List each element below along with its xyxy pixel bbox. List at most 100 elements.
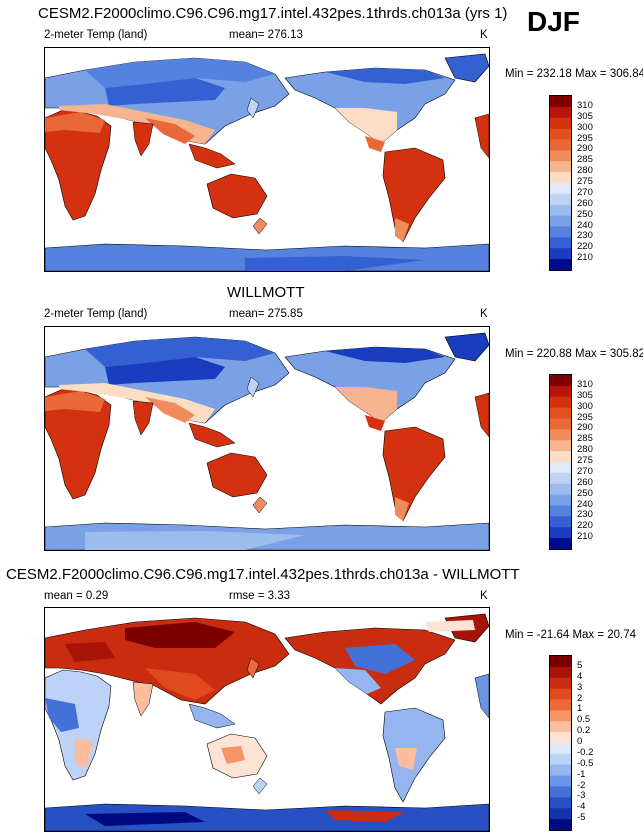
colorbar-swatch xyxy=(550,150,571,162)
panel2-map xyxy=(44,326,490,551)
panel1-mean-label: mean= 276.13 xyxy=(229,29,303,41)
colorbar-tick-label: 290 xyxy=(577,143,593,155)
colorbar-swatch xyxy=(550,819,571,831)
panel3-map xyxy=(44,607,490,832)
colorbar-tick-label: -5 xyxy=(577,812,586,824)
colorbar-swatch xyxy=(550,710,571,722)
colorbar-swatch xyxy=(550,462,571,474)
colorbar-swatch xyxy=(550,226,571,238)
colorbar-swatch xyxy=(550,775,571,787)
colorbar-swatch xyxy=(550,721,571,733)
colorbar-tick-label: 5 xyxy=(577,659,583,671)
colorbar-tick-label: 230 xyxy=(577,230,593,242)
colorbar-tick-label: -4 xyxy=(577,801,586,813)
colorbar-swatch xyxy=(550,259,571,271)
colorbar-swatch xyxy=(550,96,571,108)
panel3-minmax-label: Min = -21.64 Max = 20.74 xyxy=(505,629,637,641)
colorbar-swatch xyxy=(550,418,571,430)
colorbar-swatch xyxy=(550,172,571,184)
colorbar-swatch xyxy=(550,193,571,206)
colorbar-swatch xyxy=(550,743,571,755)
colorbar-tick-label: 280 xyxy=(577,444,593,456)
colorbar-swatch xyxy=(550,204,571,217)
colorbar-tick-label: 275 xyxy=(577,176,593,187)
colorbar-tick-label: 0.5 xyxy=(577,714,591,726)
panel3-colorbar-svg xyxy=(550,656,571,831)
colorbar-tick-label: 285 xyxy=(577,154,593,166)
colorbar-tick-label: 295 xyxy=(577,411,593,423)
panel2-mean-label: mean= 275.85 xyxy=(229,308,303,320)
colorbar-swatch xyxy=(550,139,571,151)
panel3-mean-label: mean = 0.29 xyxy=(44,590,109,602)
colorbar-tick-label: 305 xyxy=(577,389,593,401)
colorbar-tick-label: 230 xyxy=(577,509,593,521)
colorbar-swatch xyxy=(550,375,571,387)
colorbar-tick-label: 285 xyxy=(577,433,593,445)
panel1-variable-label: 2-meter Temp (land) xyxy=(44,29,148,41)
colorbar-tick-label: 300 xyxy=(577,121,593,133)
panel3-colorbar xyxy=(549,655,572,831)
colorbar-swatch xyxy=(550,699,571,711)
colorbar-tick-label: 270 xyxy=(577,465,593,477)
colorbar-swatch xyxy=(550,494,571,506)
season-label: DJF xyxy=(527,6,580,37)
colorbar-tick-label: 275 xyxy=(577,455,593,466)
colorbar-swatch xyxy=(550,527,571,539)
panel2-colorbar xyxy=(549,374,572,550)
colorbar-swatch xyxy=(550,128,571,140)
colorbar-swatch xyxy=(550,677,571,690)
colorbar-tick-label: 0.2 xyxy=(577,725,591,737)
panel3-units-label: K xyxy=(480,590,488,602)
panel2-units-label: K xyxy=(480,308,488,320)
colorbar-tick-label: 260 xyxy=(577,197,593,209)
colorbar-swatch xyxy=(550,106,571,119)
colorbar-swatch xyxy=(550,797,571,809)
colorbar-tick-label: -2 xyxy=(577,779,586,791)
colorbar-swatch xyxy=(550,786,571,798)
colorbar-swatch xyxy=(550,237,571,249)
colorbar-tick-label: 1 xyxy=(577,703,583,715)
colorbar-swatch xyxy=(550,516,571,528)
colorbar-swatch xyxy=(550,440,571,452)
colorbar-tick-label: 3 xyxy=(577,681,583,693)
colorbar-swatch xyxy=(550,666,571,679)
colorbar-tick-label: 210 xyxy=(577,531,593,543)
colorbar-tick-label: 310 xyxy=(577,378,593,390)
colorbar-tick-label: 280 xyxy=(577,165,593,177)
panel3-map-svg xyxy=(45,613,489,831)
colorbar-swatch xyxy=(550,505,571,517)
panel2-variable-label: 2-meter Temp (land) xyxy=(44,308,148,320)
panel1-map xyxy=(44,47,490,272)
colorbar-tick-label: 210 xyxy=(577,252,593,264)
colorbar-tick-label: -1 xyxy=(577,768,586,780)
colorbar-tick-label: 0 xyxy=(577,736,583,747)
colorbar-tick-label: -0.5 xyxy=(577,757,594,769)
panel3-rmse-label: rmse = 3.33 xyxy=(229,590,291,602)
panel1-title: CESM2.F2000climo.C96.C96.mg17.intel.432p… xyxy=(38,5,508,22)
colorbar-swatch xyxy=(550,161,571,173)
colorbar-swatch xyxy=(550,483,571,496)
colorbar-swatch xyxy=(550,117,571,130)
panel2-colorbar-svg xyxy=(550,375,571,550)
colorbar-tick-label: -3 xyxy=(577,790,586,802)
colorbar-swatch xyxy=(550,732,571,744)
colorbar-tick-label: 2 xyxy=(577,692,583,704)
colorbar-swatch xyxy=(550,472,571,485)
colorbar-tick-label: 310 xyxy=(577,99,593,111)
panel1-minmax-label: Min = 232.18 Max = 306.84 xyxy=(505,68,643,80)
colorbar-swatch xyxy=(550,451,571,463)
panel1-map-svg xyxy=(45,53,489,271)
panel1-colorbar-svg xyxy=(550,96,571,271)
colorbar-swatch xyxy=(550,385,571,398)
colorbar-swatch xyxy=(550,688,571,700)
colorbar-tick-label: 270 xyxy=(577,186,593,198)
colorbar-tick-label: 250 xyxy=(577,208,593,220)
colorbar-tick-label: 260 xyxy=(577,476,593,488)
panel2-minmax-label: Min = 220.88 Max = 305.82 xyxy=(505,348,643,360)
colorbar-tick-label: -0.2 xyxy=(577,746,594,758)
colorbar-swatch xyxy=(550,538,571,550)
colorbar-swatch xyxy=(550,808,571,820)
colorbar-tick-label: 4 xyxy=(577,670,583,682)
colorbar-swatch xyxy=(550,764,571,777)
colorbar-tick-label: 305 xyxy=(577,110,593,122)
